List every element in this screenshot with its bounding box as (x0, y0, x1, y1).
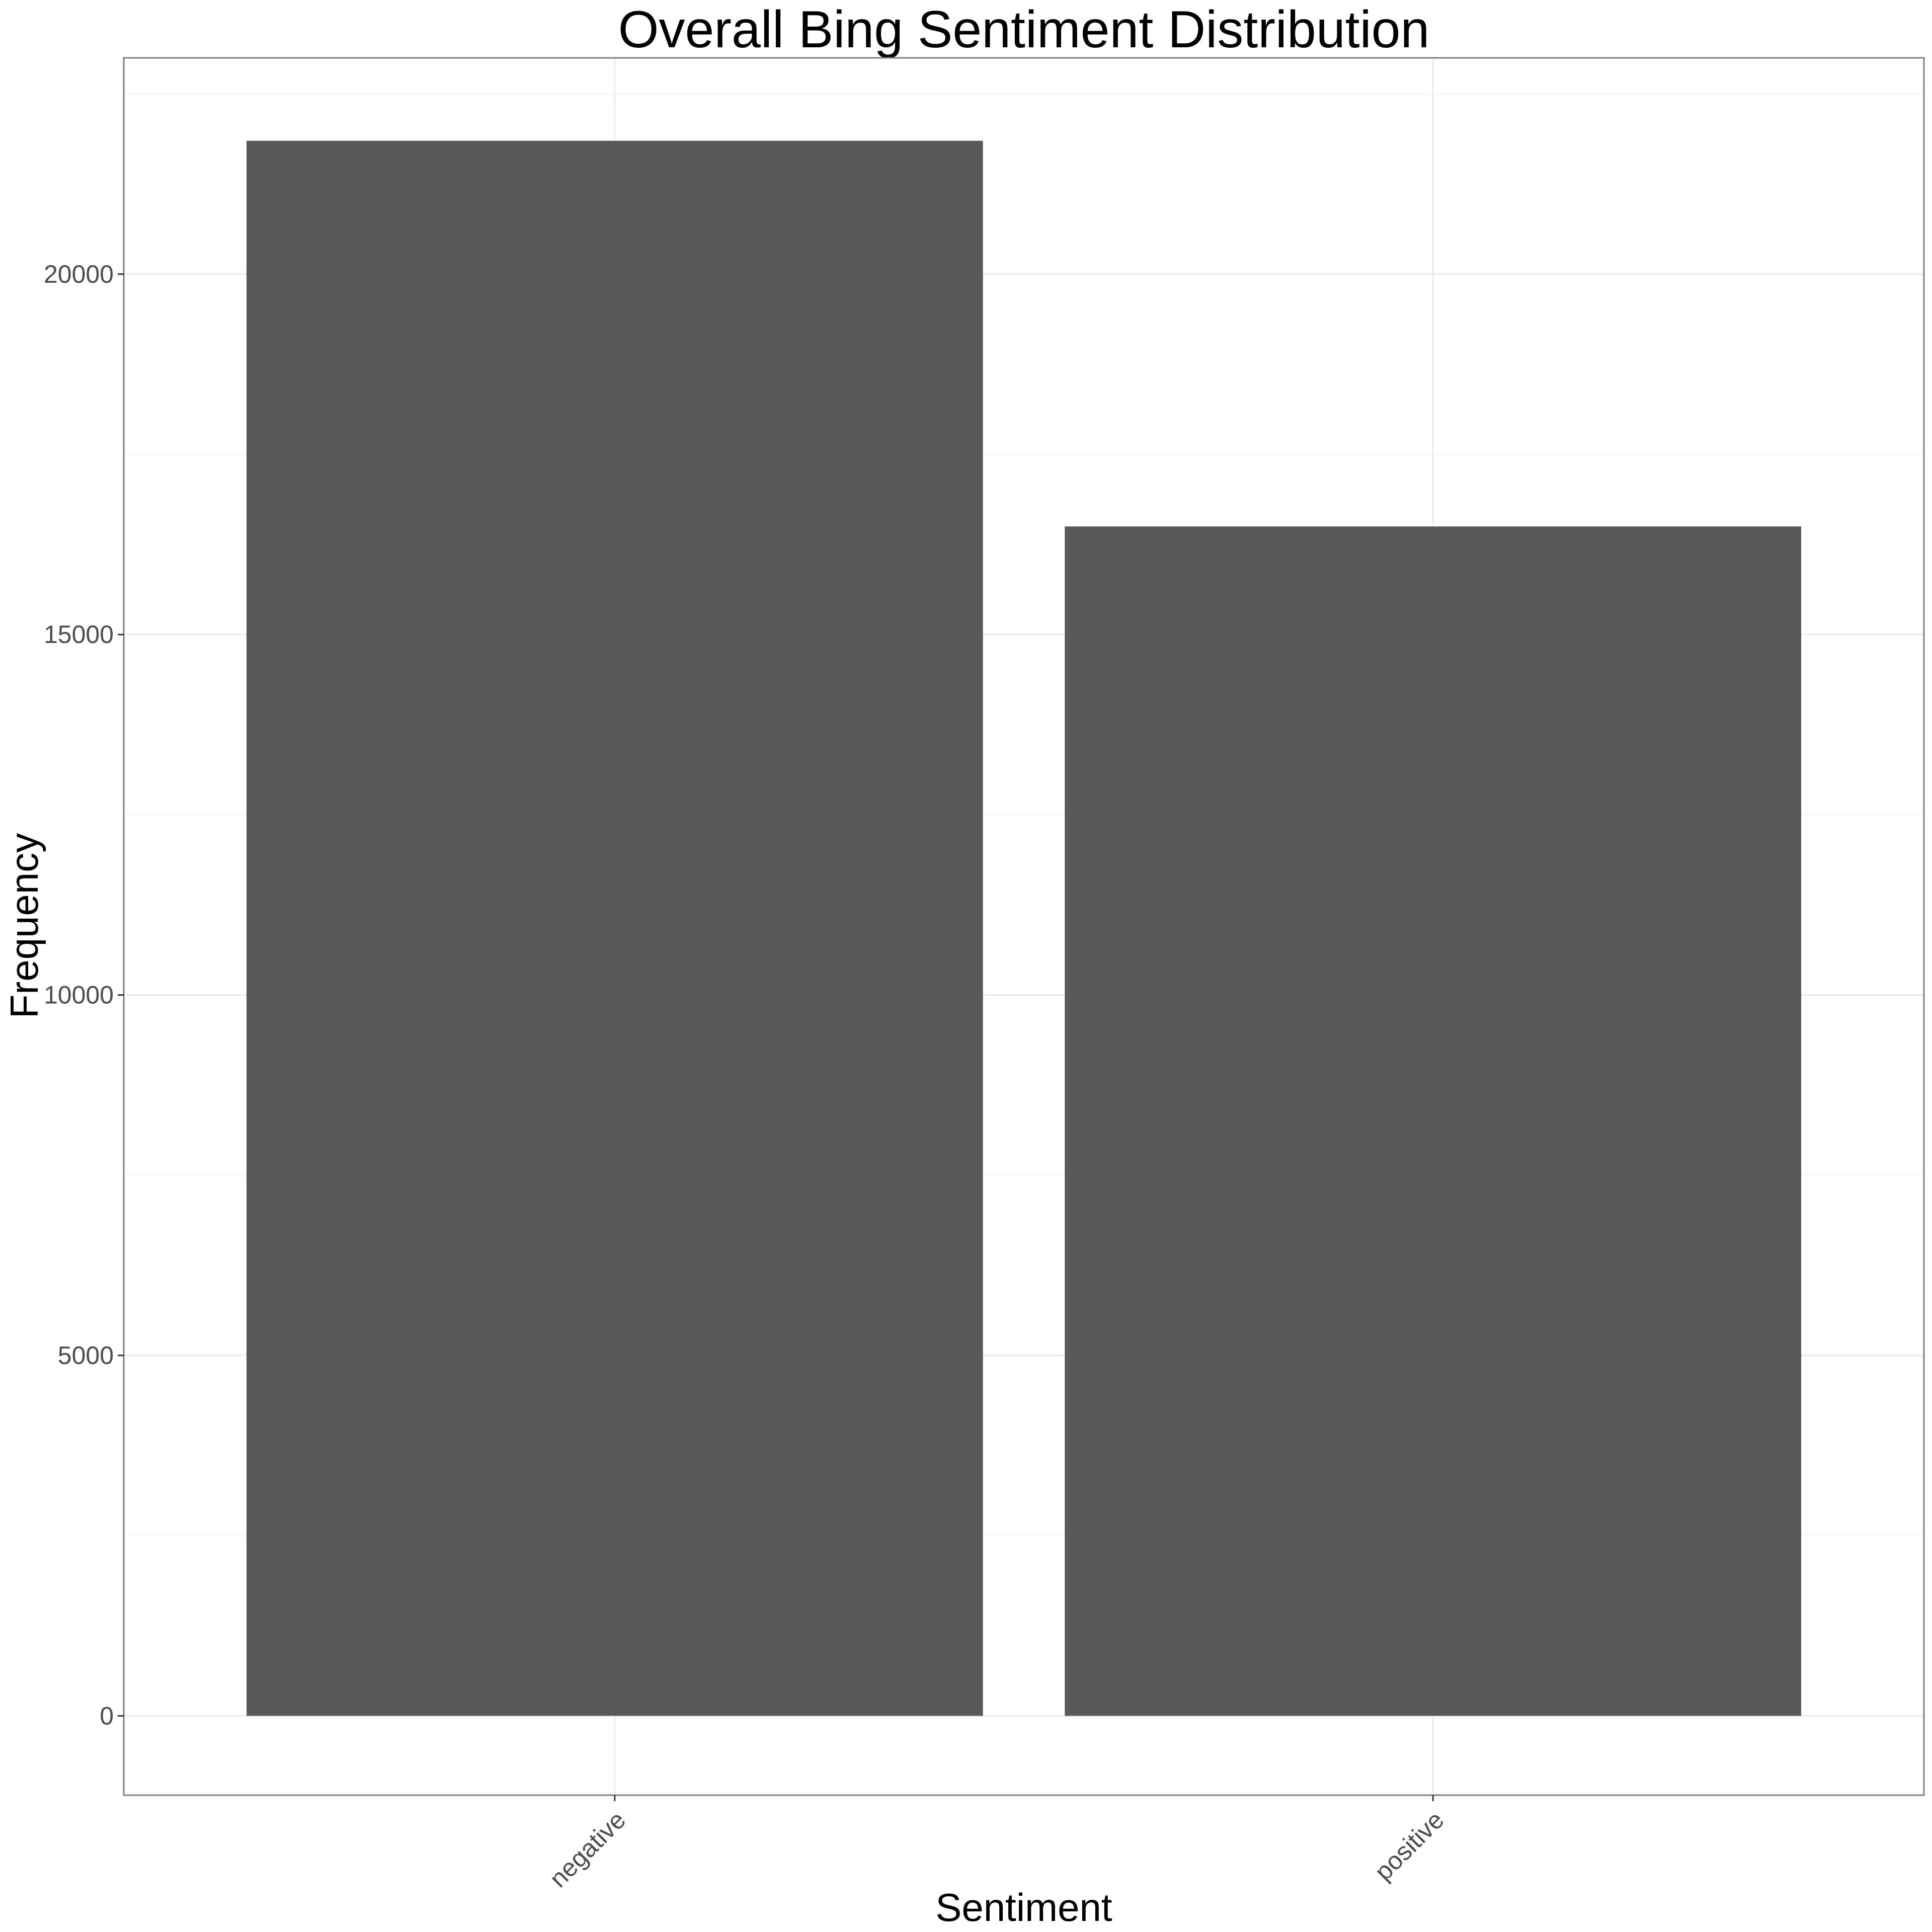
y-tick-label: 5000 (58, 1341, 114, 1370)
y-axis-title: Frequency (2, 833, 46, 1019)
bar-negative (246, 140, 983, 1716)
y-tick-label: 20000 (44, 260, 114, 288)
y-tick-label: 10000 (44, 981, 114, 1009)
chart-title: Overall Bing Sentiment Distribution (618, 1, 1430, 59)
bars (246, 140, 1802, 1716)
y-axis: 0 5000 10000 15000 20000 (44, 260, 124, 1730)
x-axis: negative positive (544, 1795, 1450, 1893)
x-tick-label: positive (1369, 1806, 1449, 1886)
y-tick-label: 0 (100, 1702, 114, 1730)
panel-border (123, 57, 1925, 1796)
x-axis-title: Sentiment (935, 1885, 1112, 1929)
bar-positive (1065, 526, 1802, 1716)
x-tick-label: negative (544, 1806, 631, 1893)
y-tick-label: 15000 (44, 620, 114, 649)
